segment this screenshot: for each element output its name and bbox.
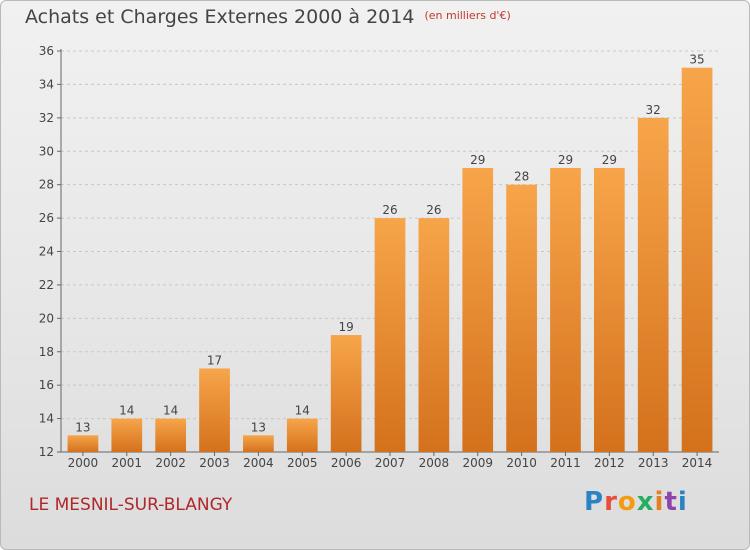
y-tick-label: 24 <box>39 245 54 259</box>
x-tick-label: 2004 <box>243 456 274 470</box>
bar-2002 <box>155 418 187 452</box>
x-tick-label: 2014 <box>682 456 713 470</box>
bars <box>67 67 713 453</box>
y-tick-label: 34 <box>39 77 54 91</box>
bar-2009 <box>462 167 494 453</box>
data-label: 14 <box>163 404 178 418</box>
bar-2000 <box>67 435 99 452</box>
x-tick-label: 2001 <box>112 456 143 470</box>
bar-2004 <box>243 435 274 452</box>
bar-2011 <box>550 167 581 453</box>
y-tick-label: 16 <box>39 378 54 392</box>
y-tick-label: 20 <box>39 311 54 325</box>
chart-title-text: Achats et Charges Externes 2000 à 2014 <box>25 6 415 28</box>
data-label: 32 <box>646 103 661 117</box>
data-label: 35 <box>689 53 704 67</box>
data-label: 19 <box>338 320 353 334</box>
bar-2013 <box>637 117 669 452</box>
bar-2007 <box>374 218 406 452</box>
chart-title: Achats et Charges Externes 2000 à 2014 (e… <box>25 6 511 28</box>
data-label: 14 <box>295 404 310 418</box>
data-label: 14 <box>119 404 134 418</box>
chart-unit: (en milliers d'€) <box>424 9 511 22</box>
data-label: 26 <box>426 203 441 217</box>
x-tick-label: 2012 <box>594 456 625 470</box>
data-label: 13 <box>75 420 90 434</box>
x-tick-label: 2007 <box>375 456 406 470</box>
data-label: 28 <box>514 170 529 184</box>
bar-2003 <box>199 368 230 452</box>
commune-name: LE MESNIL-SUR-BLANGY <box>29 495 233 515</box>
axes: 12 14 16 18 20 22 24 26 28 30 32 34 36 2000 2001 2002 20… <box>39 44 719 470</box>
y-tick-label: 22 <box>39 278 54 292</box>
bar-2012 <box>593 167 625 453</box>
x-tick-label: 2009 <box>462 456 493 470</box>
bar-2014 <box>681 67 713 452</box>
x-tick-label: 2006 <box>331 456 362 470</box>
x-tick-label: 2013 <box>638 456 669 470</box>
data-labels: 13 14 14 17 13 14 19 26 26 29 28 29 29 32 35 <box>75 53 704 435</box>
y-tick-label: 26 <box>39 211 54 225</box>
bar-2010 <box>506 184 537 452</box>
x-tick-label: 2005 <box>287 456 318 470</box>
bar-2001 <box>111 418 143 452</box>
y-tick-label: 30 <box>39 144 54 158</box>
y-tick-label: 18 <box>39 345 54 359</box>
data-label: 29 <box>602 153 617 167</box>
x-tick-label: 2008 <box>419 456 450 470</box>
data-label: 17 <box>207 353 222 367</box>
x-tick-label: 2003 <box>199 456 230 470</box>
y-tick-label: 36 <box>39 44 54 58</box>
data-label: 13 <box>251 420 266 434</box>
bar-2005 <box>286 418 318 452</box>
proxiti-logo: Proxiti <box>584 487 688 517</box>
y-tick-label: 28 <box>39 178 54 192</box>
data-label: 29 <box>558 153 573 167</box>
x-tick-label: 2000 <box>68 456 99 470</box>
data-label: 26 <box>382 203 397 217</box>
y-tick-label: 12 <box>39 445 54 459</box>
bar-2006 <box>330 335 362 452</box>
y-tick-label: 32 <box>39 111 54 125</box>
bar-2008 <box>418 218 450 452</box>
y-tick-label: 14 <box>39 412 54 426</box>
x-tick-label: 2010 <box>506 456 537 470</box>
x-tick-label: 2011 <box>550 456 581 470</box>
x-tick-label: 2002 <box>155 456 186 470</box>
data-label: 29 <box>470 153 485 167</box>
